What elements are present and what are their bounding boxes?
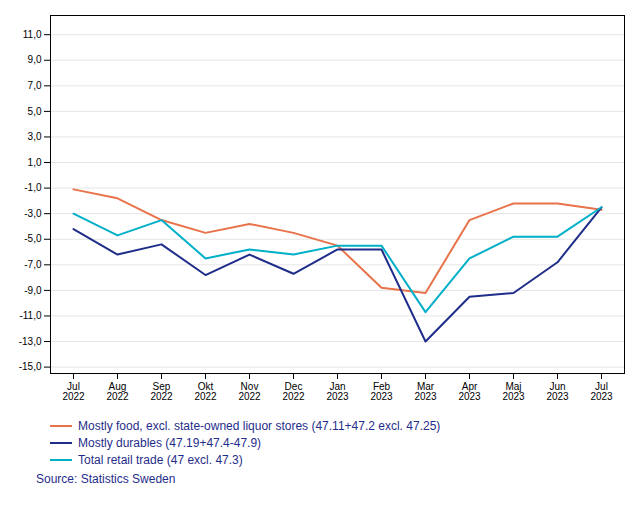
svg-text:Jan2023: Jan2023: [326, 381, 349, 402]
svg-text:-1,0: -1,0: [24, 182, 42, 193]
svg-text:-9,0: -9,0: [24, 285, 42, 296]
svg-text:Apr2023: Apr2023: [458, 381, 481, 402]
svg-text:5,0: 5,0: [28, 106, 42, 117]
svg-text:Dec2022: Dec2022: [282, 381, 305, 402]
svg-text:7,0: 7,0: [28, 80, 42, 91]
svg-text:Maj2023: Maj2023: [502, 381, 525, 402]
svg-text:1,0: 1,0: [28, 157, 42, 168]
html-text:Mostly food, excl. state-owned: Mostly food, excl. state-owned liquor st…: [78, 418, 441, 433]
svg-text:-3,0: -3,0: [24, 208, 42, 219]
svg-text:Nov2022: Nov2022: [238, 381, 261, 402]
svg-text:Feb2023: Feb2023: [370, 381, 393, 402]
svg-text:Mar2023: Mar2023: [414, 381, 437, 402]
html-text:Total retail trade (47 excl. 4: Total retail trade (47 excl. 47.3): [78, 452, 243, 467]
svg-text:3,0: 3,0: [28, 131, 42, 142]
svg-text:Jul2022: Jul2022: [62, 381, 85, 402]
svg-text:Sep2022: Sep2022: [150, 381, 173, 402]
svg-text:-5,0: -5,0: [24, 233, 42, 244]
svg-text:Aug2022: Aug2022: [106, 381, 129, 402]
svg-text:-15,0: -15,0: [19, 361, 42, 372]
svg-text:-7,0: -7,0: [24, 259, 42, 270]
html-text:Mostly durables (47.19+47.4-47: Mostly durables (47.19+47.4-47.9): [78, 435, 262, 450]
svg-text:-13,0: -13,0: [19, 336, 42, 347]
svg-text:9,0: 9,0: [28, 54, 42, 65]
svg-text:-11,0: -11,0: [19, 310, 41, 321]
svg-text:Jun2023: Jun2023: [546, 381, 569, 402]
svg-text:11,0: 11,0: [23, 29, 42, 40]
html-text:Source: Statistics Sweden: Source: Statistics Sweden: [36, 472, 176, 486]
svg-text:Okt2022: Okt2022: [194, 381, 217, 402]
svg-text:Jul2023: Jul2023: [590, 381, 613, 402]
